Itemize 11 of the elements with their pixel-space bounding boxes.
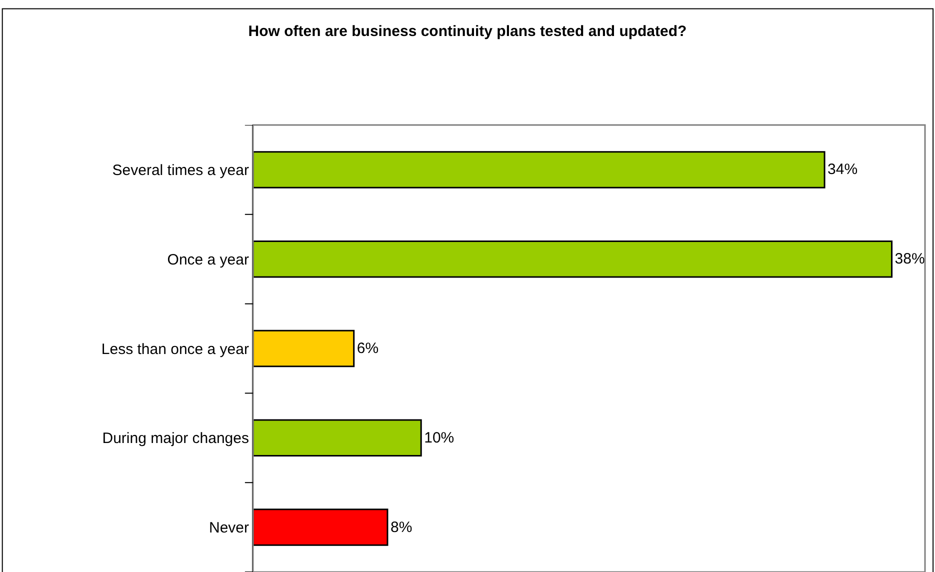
y-tick-label: Several times a year <box>112 162 249 179</box>
data-label: 38% <box>894 250 925 268</box>
y-tick-label: Never <box>208 520 249 537</box>
y-tick-label: Once a year <box>167 251 249 268</box>
data-label: 10% <box>424 429 454 446</box>
chart-title: How often are business continuity plans tested and updated? <box>248 23 687 40</box>
data-label: 34% <box>828 161 858 178</box>
y-tick-label: Less than once a year <box>101 340 249 358</box>
data-label: 6% <box>356 340 379 357</box>
y-tick-label: During major changes <box>102 430 249 448</box>
data-label: 8% <box>390 518 412 536</box>
